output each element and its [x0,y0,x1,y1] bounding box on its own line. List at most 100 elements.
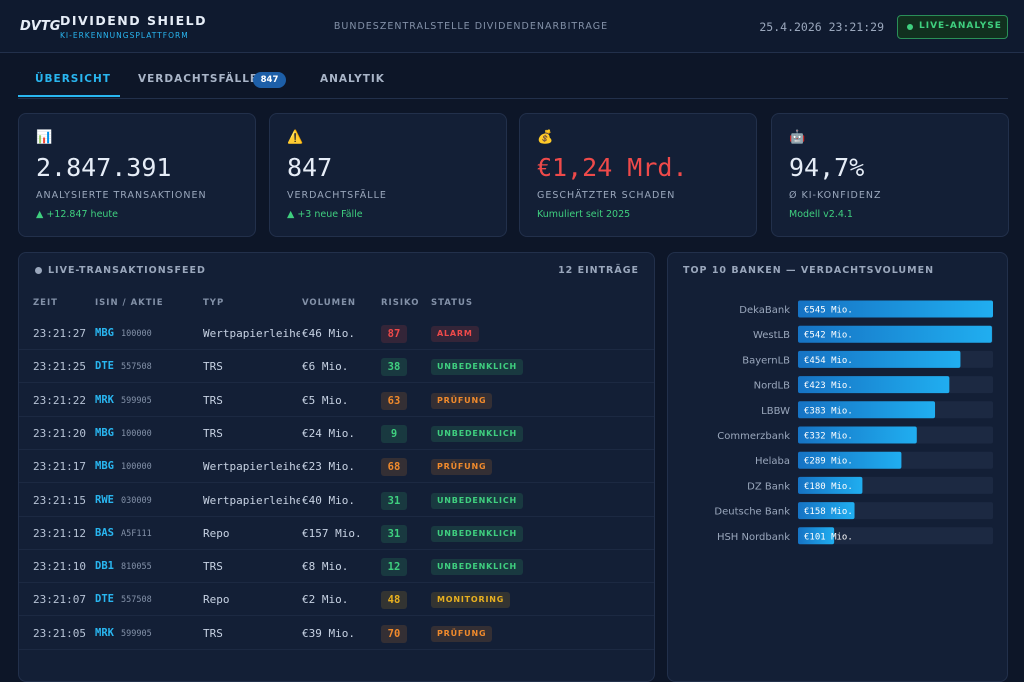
status-badge: UNBEDENKLICH [431,426,523,442]
time: 23:21:10 [33,560,86,573]
status-badge: MONITORING [431,592,510,608]
row-divider [19,482,654,483]
risk-badge: 38 [381,358,407,376]
kpi-label: VERDACHTSFÄLLE [287,190,387,201]
kpi-value: €1,24 Mrd. [537,153,688,182]
wkn: 810055 [121,562,152,572]
kpi-icon: 📊 [36,130,52,145]
time: 23:21:20 [33,427,86,440]
risk-badge: 68 [381,458,407,476]
bar-value-label: €289 Mio. [804,457,853,467]
kpi-icon: ⚠️ [287,130,303,145]
page: DVTG DIVIDEND SHIELD KI-ERKENNUNGSPLATTF… [0,0,1024,664]
tab-underline [18,95,120,97]
bar-category: LBBW [761,406,790,417]
type: TRS [203,394,300,407]
ticker: DTE [95,360,114,372]
row-divider [19,549,654,550]
bar-value-label: €423 Mio. [804,381,853,391]
wkn: 100000 [121,429,152,439]
risk-badge: 9 [381,425,407,443]
risk-badge: 12 [381,558,407,576]
ticker: DB1 [95,560,114,572]
kpi-icon: 💰 [537,130,553,145]
bar-category: Helaba [755,456,790,467]
bar-value-label: €545 Mio. [804,306,853,316]
status-badge: UNBEDENKLICH [431,359,523,375]
volume: €6 Mio. [302,360,348,373]
kpi-value: 94,7% [789,153,864,182]
bar-category: Commerzbank [717,431,790,442]
time: 23:21:07 [33,593,86,606]
tab[interactable]: VERDACHTSFÄLLE [138,73,258,85]
bar-value-label: €383 Mio. [804,406,853,416]
status-badge: ALARM [431,326,479,342]
volume: €40 Mio. [302,494,355,507]
volume: €23 Mio. [302,460,355,473]
bar-value-label: €101 Mio. [804,532,853,542]
wkn: 599905 [121,396,152,406]
time: 23:21:22 [33,394,86,407]
app-subtitle: KI-ERKENNUNGSPLATTFORM [60,31,189,40]
wkn: 100000 [121,462,152,472]
wkn: 030009 [121,496,152,506]
volume: €46 Mio. [302,327,355,340]
status-badge: UNBEDENKLICH [431,559,523,575]
time: 23:21:25 [33,360,86,373]
type: Repo [203,527,300,540]
volume: €157 Mio. [302,527,362,540]
tab[interactable]: ÜBERSICHT [35,73,111,85]
kpi-note: Kumuliert seit 2025 [537,209,630,220]
status-badge: PRÜFUNG [431,459,492,475]
row-divider [19,449,654,450]
type: TRS [203,627,300,640]
bar-category: DZ Bank [747,481,790,492]
type: Repo [203,593,300,606]
kpi-label: ANALYSIERTE TRANSAKTIONEN [36,190,207,201]
column-header: VOLUMEN [302,298,356,308]
risk-badge: 87 [381,325,407,343]
bar-value-label: €158 Mio. [804,507,853,517]
status-dot [907,24,913,30]
bar-category: Deutsche Bank [714,507,790,518]
bar-value-label: €542 Mio. [804,331,853,341]
risk-badge: 70 [381,625,407,643]
kpi-label: GESCHÄTZTER SCHADEN [537,190,675,201]
wkn: 557508 [121,362,152,372]
type: Wertpapierleihe [203,327,300,340]
volume: €24 Mio. [302,427,355,440]
row-divider [19,582,654,583]
volume: €2 Mio. [302,593,348,606]
kpi-note: Modell v2.4.1 [789,209,853,220]
volume: €8 Mio. [302,560,348,573]
bar-value-label: €454 Mio. [804,356,853,366]
wkn: 599905 [121,629,152,639]
status-badge: UNBEDENKLICH [431,493,523,509]
wkn: 100000 [121,329,152,339]
chart-title: TOP 10 BANKEN — VERDACHTSVOLUMEN [683,265,934,276]
ticker: RWE [95,494,114,506]
bar-category: WestLB [753,330,790,341]
datetime: 25.4.2026 23:21:29 [759,20,884,34]
feed-title: LIVE-TRANSAKTIONSFEED [48,265,206,276]
time: 23:21:12 [33,527,86,540]
type: Wertpapierleihe [203,460,300,473]
type: Wertpapierleihe [203,494,300,507]
time: 23:21:15 [33,494,86,507]
bar-category: DekaBank [739,305,790,316]
volume: €5 Mio. [302,394,348,407]
column-header: STATUS [431,298,473,308]
column-header: ISIN / AKTIE [95,298,164,308]
kpi-label: Ø KI-KONFIDENZ [789,190,881,201]
kpi-note: ▲ +12.847 heute [36,209,118,220]
app-title: DIVIDEND SHIELD [60,13,207,28]
row-divider [19,416,654,417]
type: TRS [203,427,300,440]
wkn: A5F111 [121,529,152,539]
feed-dot [35,267,42,274]
ticker: MBG [95,460,114,472]
kpi-note: ▲ +3 neue Fälle [287,209,363,220]
bar-category: BayernLB [742,355,790,366]
ticker: BAS [95,527,114,539]
tab[interactable]: ANALYTIK [320,73,385,85]
